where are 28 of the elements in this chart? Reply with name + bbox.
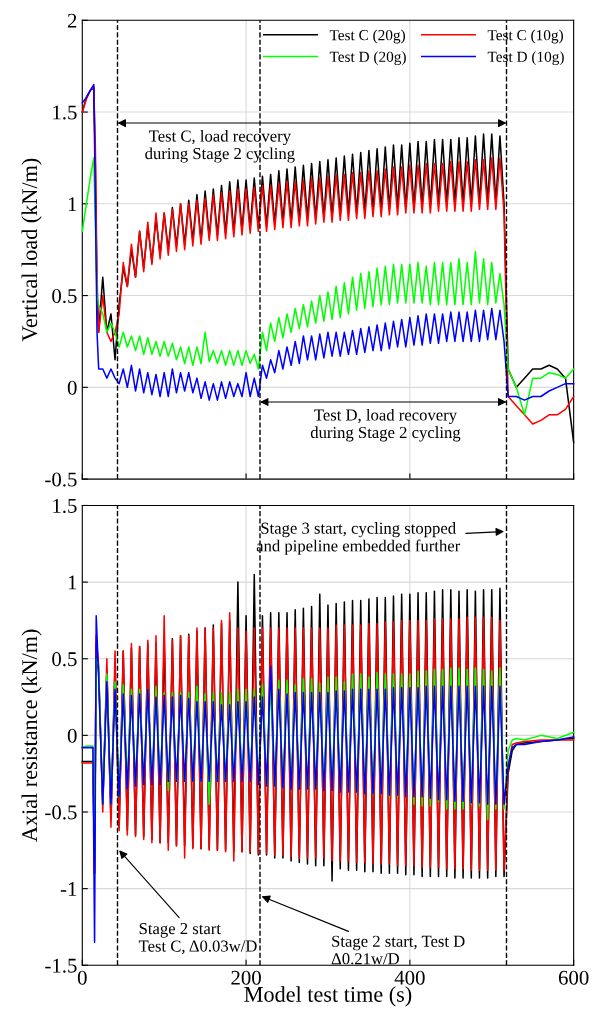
- y-tick-label: 1: [68, 197, 77, 212]
- annotation: Stage 2 start, Test D Δ0.21w/D: [331, 935, 465, 965]
- annotation: Test C, load recovery during Stage 2 cycling: [145, 129, 295, 163]
- y-tick-label: 2: [67, 13, 77, 28]
- x-tick-label: 600: [558, 970, 589, 985]
- annotation: Test D, load recovery during Stage 2 cycling: [310, 408, 461, 442]
- y-tick-label: 0: [67, 728, 77, 743]
- legend-label: Test C (10g): [487, 29, 563, 44]
- legend-label: Test D (20g): [329, 51, 406, 66]
- y-tick-label: 1.5: [53, 105, 77, 120]
- x-axis-title: Model test time (s): [244, 986, 412, 1007]
- y-tick-label: 0: [67, 380, 77, 395]
- x-tick-label: 200: [231, 970, 261, 985]
- y-tick-label: -1: [60, 882, 77, 896]
- y-tick-label: -0.5: [45, 472, 77, 487]
- y-tick-label: -0.5: [45, 805, 77, 820]
- legend-label: Test D (10g): [487, 51, 564, 66]
- y-tick-label: 0.5: [52, 652, 77, 667]
- y-axis-title: Axial resistance (kN/m): [21, 629, 42, 842]
- y-tick-label: -1.5: [45, 958, 77, 973]
- annotation: Stage 2 start Test C, Δ0.03w/D: [138, 923, 257, 955]
- x-tick-label: 400: [394, 970, 425, 985]
- y-tick-label: 1: [68, 575, 77, 590]
- y-tick-label: 1.5: [53, 498, 77, 513]
- y-axis-title: Vertical load (kN/m): [21, 158, 42, 342]
- annotation: Stage 3 start, cycling stopped and pipeline embedded further: [256, 522, 461, 555]
- y-tick-label: 0.5: [52, 288, 77, 304]
- legend-label: Test C (20g): [329, 29, 405, 44]
